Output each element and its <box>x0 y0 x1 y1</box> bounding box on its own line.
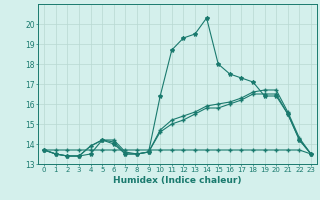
X-axis label: Humidex (Indice chaleur): Humidex (Indice chaleur) <box>113 176 242 185</box>
